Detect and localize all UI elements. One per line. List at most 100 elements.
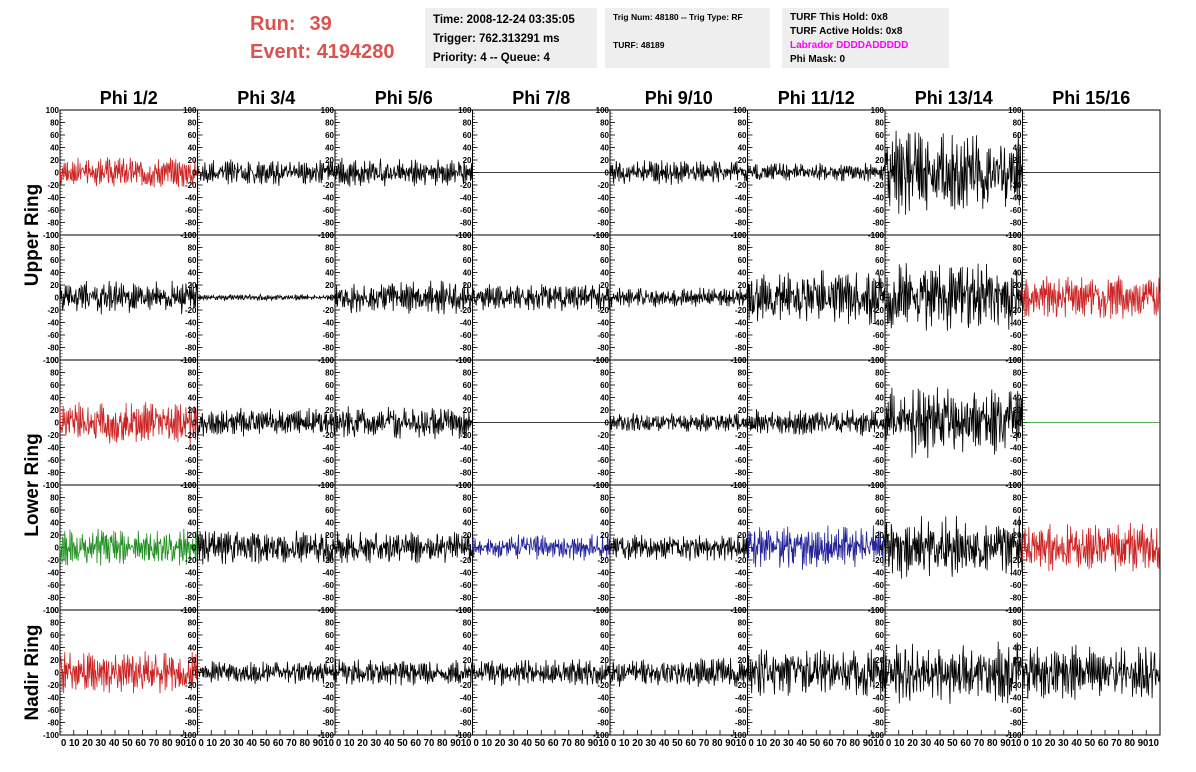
- column-header: Phi 9/10: [645, 88, 713, 108]
- y-tick-label: 80: [50, 494, 59, 503]
- y-tick-label: -40: [322, 319, 334, 328]
- y-tick-label: -40: [872, 444, 884, 453]
- y-tick-label: -80: [47, 344, 59, 353]
- waveform-line: [472, 659, 611, 687]
- waveform-line: [197, 661, 336, 684]
- y-tick-label: 100: [321, 231, 335, 240]
- y-tick-label: 0: [742, 669, 747, 678]
- y-tick-label: -60: [1010, 581, 1022, 590]
- y-tick-label: 60: [1013, 256, 1022, 265]
- y-tick-label: -20: [47, 431, 59, 440]
- y-tick-label: -40: [460, 319, 472, 328]
- y-tick-label: 20: [325, 656, 334, 665]
- y-tick-label: 40: [463, 269, 472, 278]
- waveform-line: [609, 534, 748, 561]
- y-tick-label: 80: [1013, 244, 1022, 253]
- turf-hold-line: TURF This Hold: 0x8: [790, 12, 888, 23]
- y-tick-label: 0: [467, 669, 472, 678]
- y-tick-label: 40: [325, 519, 334, 528]
- y-tick-label: 60: [738, 631, 747, 640]
- y-tick-label: -20: [460, 431, 472, 440]
- waveform-line: [609, 657, 748, 687]
- waveform-line: [609, 160, 748, 185]
- y-tick-label: 0: [55, 544, 60, 553]
- x-tick-labels: 0 10 20 30 40 50 60 70 80 9010: [336, 737, 472, 749]
- y-tick-label: -20: [872, 181, 884, 190]
- y-tick-label: 40: [1013, 144, 1022, 153]
- panel-frame: [747, 234, 886, 361]
- y-tick-label: 60: [463, 631, 472, 640]
- y-tick-label: -20: [322, 431, 334, 440]
- y-tick-label: 80: [50, 369, 59, 378]
- waveform-line: [334, 280, 473, 315]
- y-tick-label: -60: [460, 206, 472, 215]
- y-tick-label: -20: [597, 306, 609, 315]
- y-tick-label: -60: [322, 581, 334, 590]
- y-tick-label: -60: [872, 581, 884, 590]
- y-tick-label: -20: [597, 431, 609, 440]
- y-tick-label: -40: [322, 569, 334, 578]
- y-tick-label: -60: [597, 331, 609, 340]
- y-tick-label: 20: [50, 531, 59, 540]
- y-tick-label: -40: [47, 444, 59, 453]
- y-tick-label: 0: [742, 419, 747, 428]
- y-tick-label: 40: [600, 144, 609, 153]
- y-tick-label: -60: [47, 706, 59, 715]
- y-tick-label: 100: [596, 356, 610, 365]
- y-tick-label: 60: [1013, 506, 1022, 515]
- y-tick-label: -60: [47, 581, 59, 590]
- y-tick-label: 60: [1013, 131, 1022, 140]
- time-info-box: Time: 2008-12-24 03:35:05 Trigger: 762.3…: [425, 8, 597, 68]
- run-number: 39: [309, 13, 332, 35]
- y-tick-label: 80: [188, 369, 197, 378]
- event-label: Event:: [250, 41, 312, 63]
- y-tick-label: 100: [321, 606, 335, 615]
- y-tick-label: 100: [1008, 106, 1022, 115]
- row-label: Lower Ring: [22, 433, 43, 536]
- y-tick-label: 0: [605, 169, 610, 178]
- y-tick-label: -80: [185, 469, 197, 478]
- y-tick-label: -40: [735, 319, 747, 328]
- waveform-line: [197, 530, 336, 565]
- y-tick-label: -100: [593, 731, 610, 740]
- y-tick-label: -40: [460, 694, 472, 703]
- y-tick-label: 40: [50, 644, 59, 653]
- y-tick-label: 0: [880, 169, 885, 178]
- y-tick-label: 0: [55, 669, 60, 678]
- y-tick-label: 20: [1013, 281, 1022, 290]
- y-tick-label: 20: [738, 156, 747, 165]
- y-tick-label: -40: [185, 694, 197, 703]
- y-tick-label: 60: [50, 256, 59, 265]
- y-tick-label: -20: [872, 431, 884, 440]
- y-tick-label: -100: [43, 231, 60, 240]
- column-header: Phi 11/12: [778, 88, 855, 108]
- y-tick-label: 40: [738, 269, 747, 278]
- row-label: Nadir Ring: [22, 624, 43, 720]
- y-tick-label: 20: [875, 406, 884, 415]
- y-tick-label: -80: [735, 594, 747, 603]
- time-line: Time: 2008-12-24 03:35:05: [433, 14, 575, 26]
- y-tick-label: 20: [738, 406, 747, 415]
- y-tick-label: -100: [180, 731, 197, 740]
- y-tick-label: -80: [322, 719, 334, 728]
- y-tick-label: -60: [1010, 456, 1022, 465]
- y-tick-label: -40: [597, 694, 609, 703]
- y-tick-label: -80: [1010, 719, 1022, 728]
- y-tick-label: 60: [875, 381, 884, 390]
- y-tick-label: 60: [188, 506, 197, 515]
- y-tick-label: -20: [872, 306, 884, 315]
- y-tick-label: -20: [460, 556, 472, 565]
- y-tick-label: -20: [322, 181, 334, 190]
- y-tick-label: 80: [1013, 119, 1022, 128]
- y-tick-label: -20: [47, 556, 59, 565]
- y-tick-label: 80: [600, 494, 609, 503]
- y-tick-label: 80: [1013, 619, 1022, 628]
- y-tick-label: 60: [325, 131, 334, 140]
- y-tick-label: -40: [597, 194, 609, 203]
- y-tick-label: 0: [467, 169, 472, 178]
- y-tick-label: 60: [875, 506, 884, 515]
- y-tick-label: 0: [1017, 169, 1022, 178]
- x-tick-labels: 0 10 20 30 40 50 60 70 80 9010: [474, 737, 610, 749]
- waveform-line: [334, 531, 473, 564]
- y-tick-label: -40: [872, 694, 884, 703]
